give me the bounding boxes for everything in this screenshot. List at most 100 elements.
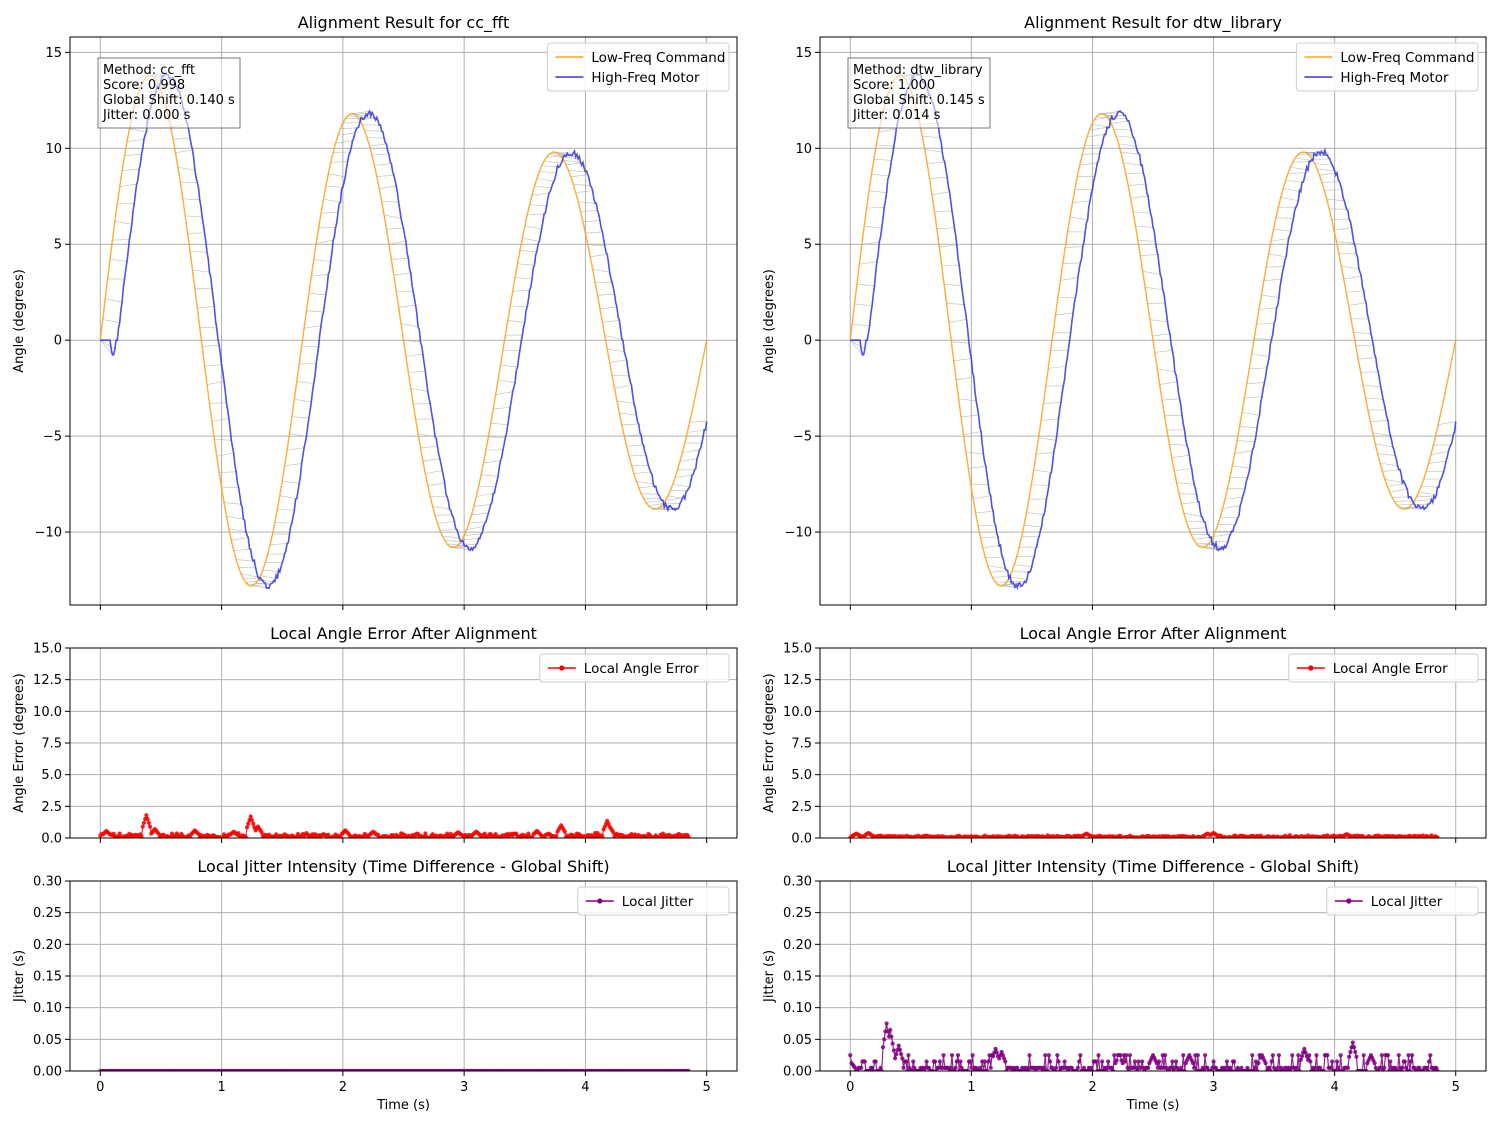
alignment-line xyxy=(878,128,897,133)
alignment-line xyxy=(1317,168,1335,172)
series-line-motor xyxy=(850,71,1457,591)
alignment-line xyxy=(294,398,312,403)
data-point xyxy=(1268,1068,1273,1071)
data-point xyxy=(954,1059,959,1064)
alignment-line xyxy=(1140,254,1158,256)
data-point xyxy=(1000,1053,1005,1058)
y-tick-label: −5 xyxy=(43,430,62,445)
chart-title: Local Jitter Intensity (Time Difference … xyxy=(197,857,609,876)
data-point xyxy=(423,831,428,836)
data-point xyxy=(1127,1053,1133,1058)
alignment-line xyxy=(102,319,120,323)
alignment-line xyxy=(308,292,326,296)
alignment-line xyxy=(328,173,346,178)
alignment-line xyxy=(1285,180,1304,183)
alignment-line xyxy=(975,510,994,514)
alignment-line xyxy=(374,163,392,166)
alignment-line xyxy=(1268,253,1287,258)
data-point xyxy=(243,835,248,838)
alignment-line xyxy=(522,237,540,242)
alignment-line xyxy=(490,422,508,426)
y-axis-label: Angle Error (degrees) xyxy=(762,673,777,812)
alignment-line xyxy=(257,580,275,582)
data-point xyxy=(1296,1053,1301,1058)
alignment-line xyxy=(1123,162,1141,166)
data-point xyxy=(1435,835,1440,838)
alignment-line xyxy=(1249,367,1267,370)
alignment-line xyxy=(1125,172,1144,174)
alignment-line xyxy=(631,464,649,467)
alignment-line xyxy=(1183,512,1202,517)
alignment-line xyxy=(621,423,639,425)
data-point xyxy=(1178,1065,1183,1070)
alignment-line xyxy=(948,318,967,323)
x-tick-label: 2 xyxy=(339,1080,347,1095)
alignment-line xyxy=(1128,183,1146,186)
alignment-line xyxy=(861,241,880,246)
alignment-line xyxy=(1273,228,1292,232)
data-point xyxy=(924,1059,929,1064)
data-point xyxy=(1024,1065,1030,1070)
data-point xyxy=(993,1046,998,1051)
legend-entry: Local Jitter xyxy=(1371,894,1443,910)
alignment-line xyxy=(1314,163,1333,166)
alignment-line xyxy=(946,303,965,305)
alignment-line xyxy=(646,499,664,503)
y-tick-label: 5.0 xyxy=(41,768,62,783)
alignment-line xyxy=(539,171,557,173)
alignment-line xyxy=(585,231,603,234)
alignment-line xyxy=(403,339,421,343)
alignment-line xyxy=(1343,275,1362,280)
data-point xyxy=(1382,1065,1387,1070)
data-point xyxy=(1402,1059,1407,1064)
alignment-line xyxy=(599,306,617,310)
alignment-line xyxy=(1103,112,1122,115)
alignment-line xyxy=(1142,270,1161,275)
alignment-line xyxy=(1324,189,1342,191)
data-point xyxy=(1222,1065,1227,1070)
alignment-line xyxy=(1106,115,1124,117)
data-point xyxy=(1112,1053,1117,1058)
data-point xyxy=(1136,1059,1141,1064)
alignment-line xyxy=(340,127,358,129)
data-point xyxy=(1232,1059,1237,1064)
alignment-line xyxy=(869,190,887,194)
data-point xyxy=(1353,1049,1358,1055)
alignment-line xyxy=(987,565,1006,569)
alignment-line xyxy=(679,458,698,462)
data-point xyxy=(941,1053,946,1058)
legend-entry: Local Angle Error xyxy=(1333,661,1448,677)
legend-entry: Low-Freq Command xyxy=(591,50,725,66)
data-point xyxy=(957,1068,962,1071)
y-tick-label: 0.20 xyxy=(783,938,812,953)
plot-frame xyxy=(819,880,1487,1072)
alignment-line xyxy=(1341,265,1359,269)
data-point xyxy=(1279,1065,1284,1070)
alignment-line xyxy=(1406,508,1425,510)
y-tick-label: 10.0 xyxy=(33,705,62,720)
alignment-line xyxy=(856,283,875,287)
series-line-motor xyxy=(100,72,708,590)
alignment-line xyxy=(1307,150,1326,154)
alignment-line xyxy=(626,445,644,447)
data-point xyxy=(879,1068,884,1071)
alignment-line xyxy=(221,486,239,489)
alignment-line xyxy=(854,303,873,306)
info-box-line: Score: 0.998 xyxy=(103,78,185,93)
alignment-line xyxy=(633,471,651,474)
alignment-line xyxy=(1288,172,1306,174)
alignment-line xyxy=(992,575,1011,579)
data-point xyxy=(897,1047,903,1052)
alignment-line xyxy=(401,323,419,327)
data-point xyxy=(926,1065,932,1070)
alignment-line xyxy=(1072,200,1091,203)
data-point xyxy=(906,1053,911,1058)
data-point xyxy=(1354,1054,1359,1059)
data-point xyxy=(1378,1065,1383,1070)
alignment-line xyxy=(253,584,271,586)
alignment-line xyxy=(1430,451,1449,455)
data-point xyxy=(1001,1056,1007,1061)
alignment-line xyxy=(410,388,428,392)
alignment-line xyxy=(629,454,647,457)
data-point xyxy=(1408,1059,1414,1064)
